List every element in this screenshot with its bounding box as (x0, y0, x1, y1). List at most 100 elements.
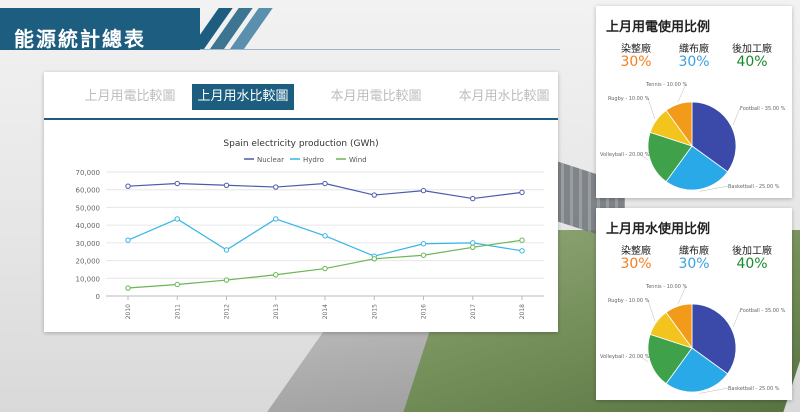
y-tick-label: 40,000 (76, 222, 101, 230)
data-point (174, 281, 180, 288)
water-usage-card: 上月用水使用比例 染整廠 織布廠 後加工廠 30% 30% 40% Footba… (596, 208, 792, 400)
data-point (519, 237, 525, 243)
tab-this-month-water[interactable]: 本月用水比較圖 (458, 89, 550, 104)
pie-label-connector (639, 153, 649, 161)
pie-label-connector (699, 387, 729, 394)
factory-percentage: 40% (736, 54, 768, 70)
data-point (420, 241, 427, 247)
data-point (125, 285, 131, 291)
pie-slice-label: Volleyball - 20.00 % (600, 152, 650, 158)
pie-slice-label: Basketball - 25.00 % (728, 386, 780, 392)
data-point (420, 252, 427, 258)
legend-label: Nuclear (257, 156, 284, 164)
data-point (273, 216, 279, 222)
header-banner: 能源統計總表 (0, 8, 200, 51)
y-tick-label: 60,000 (76, 187, 101, 195)
data-point (273, 184, 279, 190)
pie-slice-label: Tennis - 10.00 % (645, 284, 687, 290)
factory-percentage: 30% (678, 54, 710, 70)
pie-label-connector (677, 83, 687, 103)
data-point (125, 237, 131, 243)
factory-percentage: 40% (736, 256, 768, 272)
data-point (174, 216, 180, 222)
tab-last-month-electricity[interactable]: 上月用電比較圖 (84, 89, 176, 104)
pie-label-connector (699, 185, 729, 192)
factory-name: 織布廠 (679, 44, 709, 55)
factory-name: 織布廠 (679, 246, 709, 257)
x-tick-label: 2012 (224, 304, 231, 319)
x-tick-label: 2013 (273, 304, 280, 319)
electricity-usage-card: 上月用電使用比例 染整廠 織布廠 後加工廠 30% 30% 40% Footba… (596, 6, 792, 198)
factory-percentage: 30% (620, 256, 652, 272)
pie-slice-label: Football - 35.00 % (740, 308, 786, 314)
pie-card-title: 上月用電使用比例 (606, 20, 711, 35)
data-point (470, 244, 476, 250)
pie-slice (647, 131, 693, 183)
data-point (519, 189, 525, 196)
comparison-chart-card: 上月用電比較圖 上月用水比較圖 本月用電比較圖 本月用水比較圖 Spain el… (44, 72, 558, 332)
factory-name: 染整廠 (621, 44, 651, 55)
data-point (470, 240, 476, 246)
x-tick-label: 2014 (322, 304, 329, 319)
legend-label: Wind (349, 156, 367, 164)
tab-underline (44, 118, 558, 120)
data-point (322, 180, 328, 187)
data-point (371, 256, 377, 262)
data-point (125, 183, 131, 189)
tab-last-month-water[interactable]: 上月用水比較圖 (192, 84, 294, 110)
pie-slice-label: Rugby - 10.00 % (608, 298, 650, 304)
x-tick-label: 2011 (174, 304, 181, 319)
pie-label-connector (732, 107, 741, 126)
pie-slice-label: Volleyball - 20.00 % (600, 354, 650, 360)
data-point (223, 277, 230, 283)
factory-name: 染整廠 (621, 246, 651, 257)
header-divider (200, 49, 560, 50)
pie-slice (665, 303, 693, 350)
factory-percentage: 30% (678, 256, 710, 272)
pie-slice (691, 101, 737, 173)
pie-slice-label: Football - 35.00 % (740, 106, 786, 112)
pie-slice-label: Basketball - 25.00 % (728, 184, 780, 190)
data-point (322, 265, 328, 272)
data-point (322, 233, 328, 239)
pie-card-title: 上月用水使用比例 (606, 222, 711, 237)
pie-label-connector (639, 355, 649, 363)
series-line-wind (127, 239, 523, 289)
factory-percentage: 30% (620, 54, 652, 70)
data-point (223, 247, 230, 253)
data-point (519, 248, 525, 254)
data-point (470, 195, 476, 202)
y-tick-label: 50,000 (76, 204, 101, 212)
y-tick-label: 10,000 (76, 275, 101, 283)
pie-chart: Football - 35.00 % Basketball - 25.00 % Vo… (600, 284, 786, 394)
pie-slice (665, 347, 729, 393)
legend-label: Hydro (303, 156, 324, 164)
chart-title: Spain electricity production (GWh) (223, 139, 378, 149)
chart-tabs: 上月用電比較圖 上月用水比較圖 本月用電比較圖 本月用水比較圖 (44, 84, 558, 120)
pie-slice-label: Rugby - 10.00 % (608, 96, 650, 102)
y-tick-label: 0 (96, 293, 100, 301)
pie-slice-label: Tennis - 10.00 % (645, 82, 687, 88)
x-tick-label: 2010 (125, 304, 132, 319)
factory-name: 後加工廠 (732, 44, 772, 55)
pie-slice (647, 333, 693, 385)
x-tick-label: 2015 (371, 304, 378, 319)
y-tick-label: 70,000 (76, 169, 101, 177)
data-point (174, 180, 180, 187)
page-title: 能源統計總表 (14, 27, 146, 51)
data-point (420, 187, 427, 194)
data-point (371, 192, 377, 198)
y-tick-label: 30,000 (76, 240, 101, 248)
x-tick-label: 2016 (421, 304, 428, 319)
pie-label-connector (647, 97, 656, 120)
pie-slice (665, 145, 729, 191)
data-point (273, 272, 279, 278)
pie-slice (691, 303, 737, 375)
tab-this-month-electricity[interactable]: 本月用電比較圖 (330, 89, 422, 104)
pie-label-connector (647, 299, 656, 322)
line-chart: Spain electricity production (GWh) Nuclea… (76, 139, 544, 319)
pie-chart: Football - 35.00 % Basketball - 25.00 % Vo… (600, 82, 786, 192)
pie-label-connector (732, 309, 741, 328)
factory-name: 後加工廠 (732, 246, 772, 257)
pie-label-connector (677, 285, 687, 305)
